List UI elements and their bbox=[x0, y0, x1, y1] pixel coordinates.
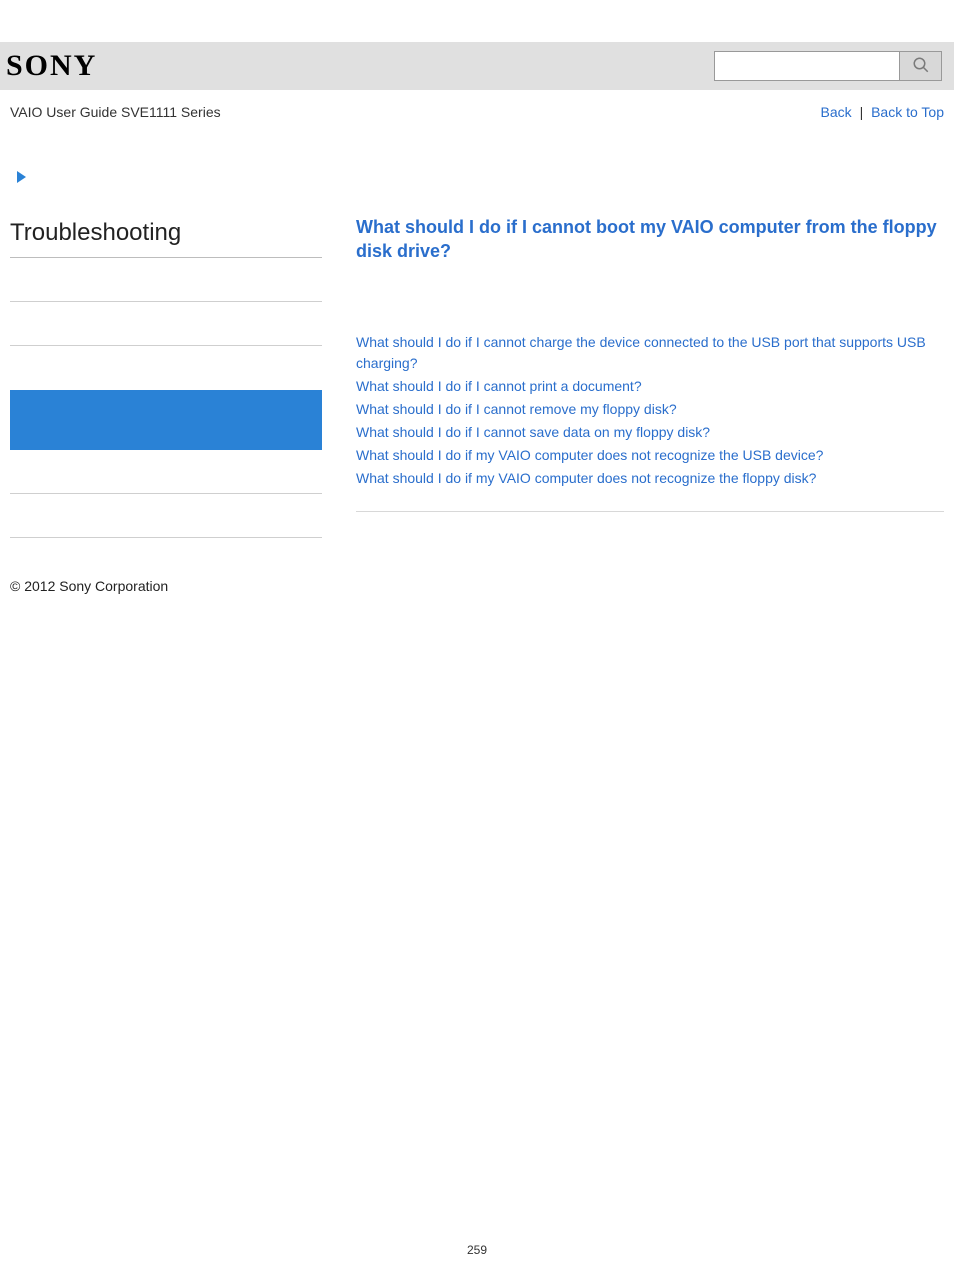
search-icon bbox=[912, 56, 930, 77]
page-title[interactable]: What should I do if I cannot boot my VAI… bbox=[356, 197, 944, 264]
content-divider bbox=[356, 511, 944, 512]
sidebar-title: Troubleshooting bbox=[10, 197, 322, 258]
subheader: VAIO User Guide SVE1111 Series Back | Ba… bbox=[0, 90, 954, 120]
back-link[interactable]: Back bbox=[821, 104, 852, 120]
top-links: Back | Back to Top bbox=[821, 104, 944, 120]
sidebar-item[interactable] bbox=[10, 450, 322, 494]
copyright-text: © 2012 Sony Corporation bbox=[0, 538, 954, 594]
back-to-top-link[interactable]: Back to Top bbox=[871, 104, 944, 120]
guide-title: VAIO User Guide SVE1111 Series bbox=[10, 104, 221, 120]
chevron-right-icon bbox=[14, 173, 32, 189]
search-button[interactable] bbox=[900, 51, 942, 81]
sidebar: Troubleshooting bbox=[10, 197, 322, 538]
sidebar-spacer bbox=[10, 346, 322, 390]
sidebar-item[interactable] bbox=[10, 494, 322, 538]
search-input[interactable] bbox=[714, 51, 900, 81]
related-link[interactable]: What should I do if my VAIO computer doe… bbox=[356, 468, 944, 489]
link-separator: | bbox=[856, 104, 868, 120]
sony-logo: SONY bbox=[6, 49, 97, 83]
related-link[interactable]: What should I do if I cannot charge the … bbox=[356, 332, 944, 374]
related-link[interactable]: What should I do if I cannot save data o… bbox=[356, 422, 944, 443]
header-bar: SONY bbox=[0, 42, 954, 90]
main-content: What should I do if I cannot boot my VAI… bbox=[322, 197, 944, 538]
related-link[interactable]: What should I do if my VAIO computer doe… bbox=[356, 445, 944, 466]
related-link[interactable]: What should I do if I cannot print a doc… bbox=[356, 376, 944, 397]
sidebar-item[interactable] bbox=[10, 302, 322, 346]
search-box bbox=[714, 51, 942, 81]
sidebar-item-active[interactable] bbox=[10, 390, 322, 450]
related-link[interactable]: What should I do if I cannot remove my f… bbox=[356, 399, 944, 420]
page-number: 259 bbox=[0, 1243, 954, 1257]
related-links-list: What should I do if I cannot charge the … bbox=[356, 332, 944, 489]
breadcrumb-chevron[interactable] bbox=[0, 120, 954, 189]
sidebar-item[interactable] bbox=[10, 258, 322, 302]
